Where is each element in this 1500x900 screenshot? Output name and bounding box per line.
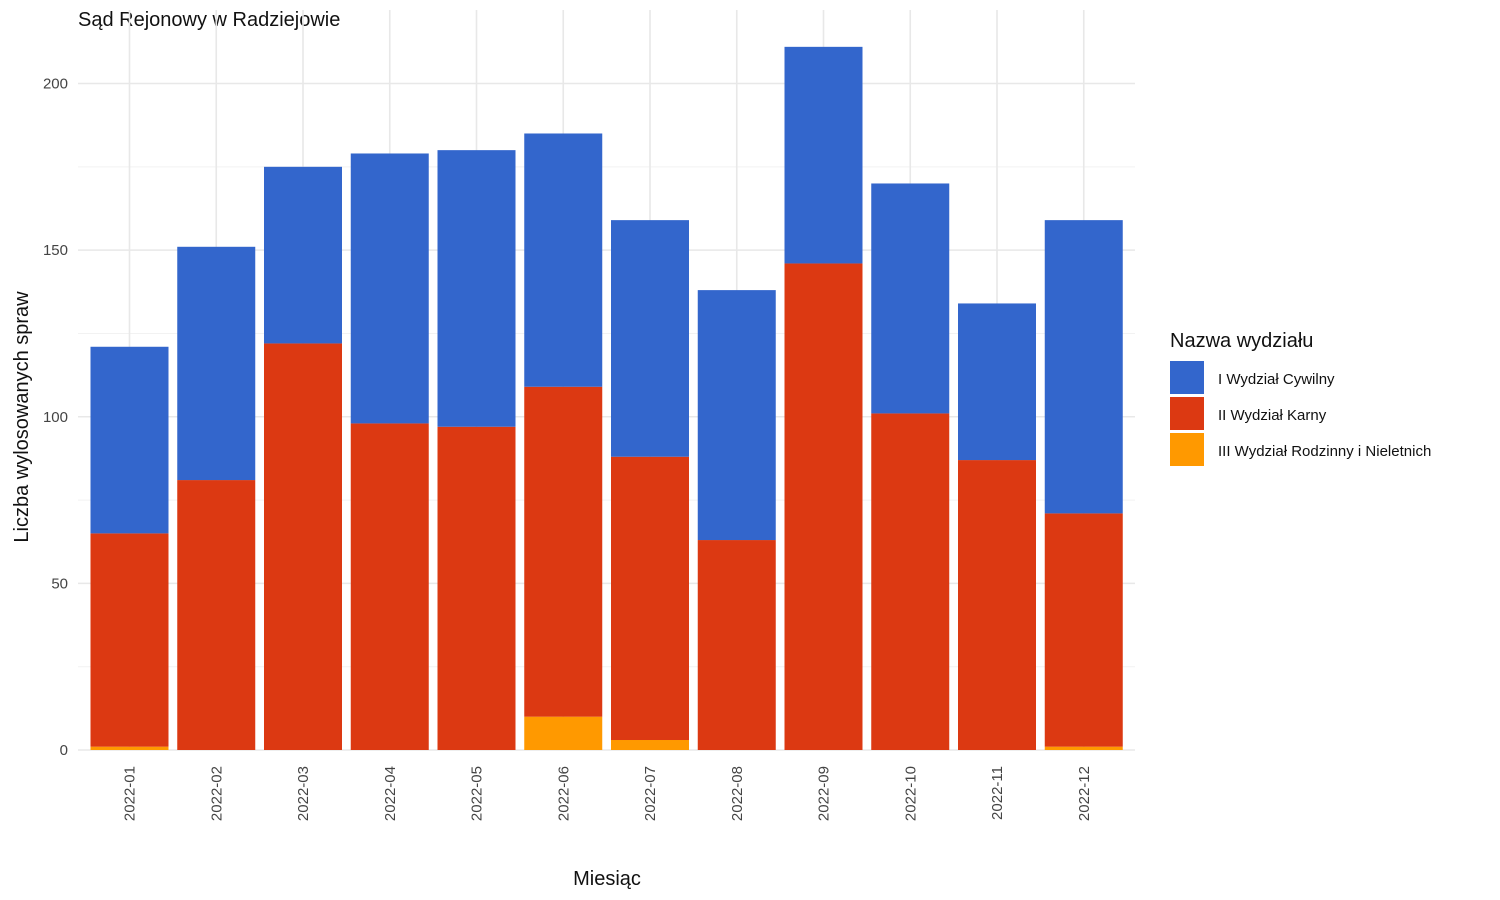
chart-title: Sąd Rejonowy w Radziejowie	[78, 9, 340, 31]
bar-segment	[524, 716, 603, 750]
bars	[90, 46, 1123, 750]
bar-segment	[90, 533, 169, 747]
legend-label: III Wydział Rodzinny i Nieletnich	[1218, 443, 1431, 460]
y-tick-label: 0	[60, 742, 68, 759]
x-axis-ticks: 2022-01 2022-02 2022-03 2022-04 2022-05 2022-…	[122, 766, 1093, 821]
x-tick-label: 2022-06	[555, 766, 572, 821]
bar-segment	[264, 166, 342, 344]
y-tick-label: 150	[43, 242, 68, 259]
bar-segment	[350, 153, 429, 424]
bar-segment	[350, 423, 429, 750]
bar-segment	[524, 386, 603, 717]
bar-segment	[697, 540, 776, 750]
bar-segment	[524, 133, 603, 387]
bar-segment	[437, 150, 516, 427]
legend: Nazwa wydziału I Wydział Cywilny II Wydzi…	[1170, 330, 1431, 466]
x-tick-label: 2022-01	[122, 766, 139, 821]
x-tick-label: 2022-12	[1076, 766, 1093, 821]
bar-segment	[784, 46, 863, 264]
bar-segment	[611, 456, 689, 741]
bar-segment	[611, 220, 689, 457]
bar-segment	[437, 426, 516, 750]
bar-segment	[871, 183, 950, 414]
x-tick-label: 2022-04	[382, 766, 399, 821]
bar-segment	[90, 746, 169, 750]
legend-swatch	[1170, 397, 1204, 430]
bar-segment	[264, 343, 342, 750]
y-tick-label: 100	[43, 409, 68, 426]
y-tick-label: 200	[43, 76, 68, 93]
bar-segment	[784, 263, 863, 750]
y-tick-label: 50	[51, 575, 68, 592]
y-axis-title: Liczba wylosowanych spraw	[11, 291, 33, 543]
x-tick-label: 2022-07	[642, 766, 659, 821]
bar-segment	[958, 460, 1036, 750]
y-axis-ticks: 0 50 100 150 200	[43, 76, 68, 760]
x-tick-label: 2022-03	[295, 766, 312, 821]
bar-segment	[1044, 220, 1123, 514]
x-tick-label: 2022-09	[816, 766, 833, 821]
bar-segment	[697, 290, 776, 541]
x-axis-title: Miesiąc	[573, 868, 641, 890]
x-tick-label: 2022-10	[902, 766, 919, 821]
bar-segment	[90, 346, 169, 534]
bar-segment	[1044, 513, 1123, 747]
x-tick-label: 2022-08	[729, 766, 746, 821]
legend-label: II Wydział Karny	[1218, 407, 1327, 424]
bar-segment	[611, 740, 689, 750]
x-tick-label: 2022-11	[989, 766, 1006, 820]
legend-title: Nazwa wydziału	[1170, 330, 1313, 352]
x-tick-label: 2022-05	[469, 766, 486, 821]
bar-segment	[1044, 746, 1123, 750]
legend-label: I Wydział Cywilny	[1218, 371, 1335, 388]
bar-segment	[871, 413, 950, 750]
legend-swatch	[1170, 433, 1204, 466]
bar-segment	[177, 246, 256, 481]
bar-segment	[958, 303, 1036, 461]
bar-segment	[177, 480, 256, 750]
x-tick-label: 2022-02	[208, 766, 225, 821]
legend-swatch	[1170, 361, 1204, 394]
